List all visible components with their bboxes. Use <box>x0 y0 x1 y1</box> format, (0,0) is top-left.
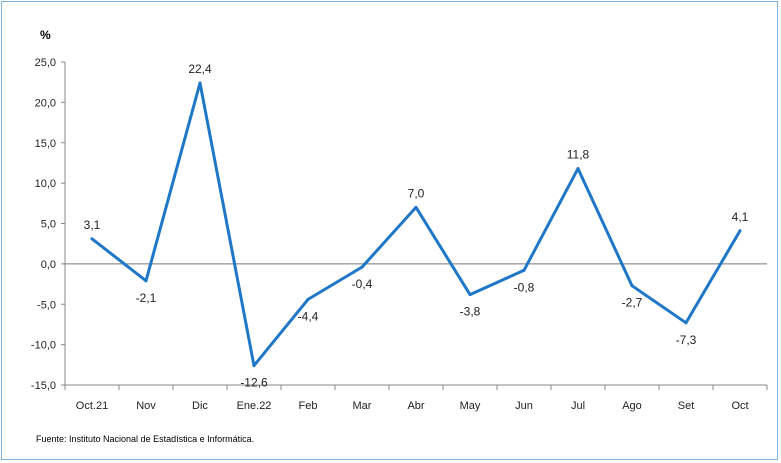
x-tick-label: Ago <box>622 400 642 412</box>
data-label: 7,0 <box>408 186 425 200</box>
data-label: -7,3 <box>676 333 697 347</box>
y-axis: 25,0 20,0 15,0 10,0 5,0 0,0 -5,0 -10,0 -15,0 <box>31 57 66 392</box>
x-tick-label: Feb <box>299 400 318 412</box>
data-label: 22,4 <box>188 62 212 76</box>
y-tick-label: 10,0 <box>35 178 56 190</box>
y-tick-label: 0,0 <box>41 259 56 271</box>
y-unit-label: % <box>40 28 51 42</box>
x-tick-label: Mar <box>353 400 372 412</box>
y-tick-label: 20,0 <box>35 97 56 109</box>
x-tick-label: Oct.21 <box>76 400 108 412</box>
data-label: 11,8 <box>567 148 590 162</box>
x-tick-label: Jul <box>571 400 585 412</box>
y-tick-label: -10,0 <box>31 340 56 352</box>
y-tick-label: 25,0 <box>35 57 56 69</box>
data-point <box>306 297 310 301</box>
data-label: -2,1 <box>136 291 157 305</box>
data-point <box>738 229 742 233</box>
data-label: -12,6 <box>240 376 268 390</box>
data-point <box>576 167 580 171</box>
data-label: -3,8 <box>460 305 481 319</box>
data-point <box>522 268 526 272</box>
data-label: 3,1 <box>84 218 101 232</box>
y-tick-label: -5,0 <box>37 299 56 311</box>
data-point <box>198 81 202 85</box>
x-tick-label: Dic <box>192 400 208 412</box>
data-label: -2,7 <box>622 296 643 310</box>
data-label: -4,4 <box>298 309 319 323</box>
x-tick-label: Jun <box>515 400 533 412</box>
data-point <box>414 205 418 209</box>
x-tick-label: Oct <box>731 400 748 412</box>
data-label: -0,4 <box>352 277 373 291</box>
data-point <box>144 279 148 283</box>
data-point <box>630 284 634 288</box>
series-line <box>90 81 742 368</box>
y-tick-label: 5,0 <box>41 219 56 231</box>
data-point <box>90 237 94 241</box>
data-point <box>468 293 472 297</box>
x-tick-label: Abr <box>407 400 424 412</box>
x-tick-label: Nov <box>136 400 156 412</box>
data-point <box>684 321 688 325</box>
source-note: Fuente: Instituto Nacional de Estadístic… <box>36 434 255 444</box>
x-axis: Oct.21 Nov Dic Ene.22 Feb Mar Abr May Jun Jul Ago S… <box>64 263 768 412</box>
data-point <box>252 364 256 368</box>
series <box>90 81 742 368</box>
data-labels: 3,1 -2,1 22,4 -12,6 -4,4 -0,4 7,0 -3,8 -0,8 11,8 -… <box>84 62 749 390</box>
x-tick-label: May <box>460 400 481 412</box>
y-tick-label: 15,0 <box>35 138 56 150</box>
data-label: 4,1 <box>732 210 749 224</box>
y-tick-label: -15,0 <box>31 380 56 392</box>
data-point <box>360 265 364 269</box>
x-tick-label: Ene.22 <box>237 400 272 412</box>
data-label: -0,8 <box>514 280 535 294</box>
x-tick-label: Set <box>678 400 695 412</box>
